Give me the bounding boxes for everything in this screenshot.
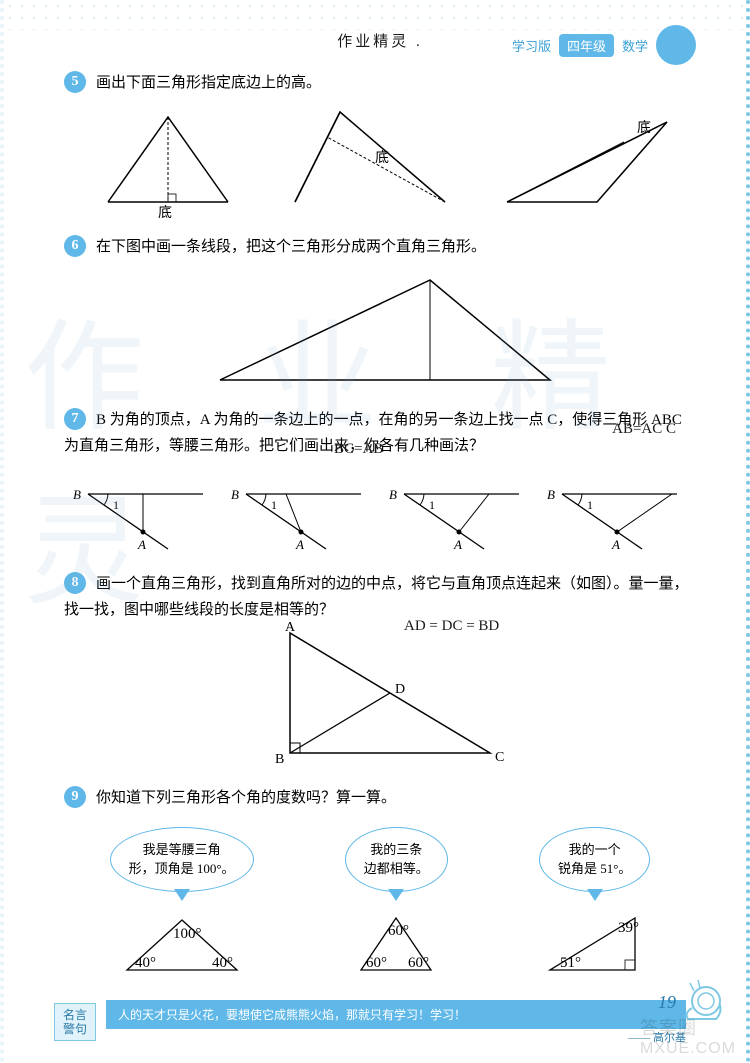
svg-text:39°: 39° [618,920,639,936]
problem-6: 6 在下图中画一条线段，把这个三角形分成两个直角三角形。 [64,235,696,391]
worksheet-page: 作 业 精 灵 作业精灵 . 学习版 四年级 数学 5 画出下面三角形指定底边上… [0,0,750,1063]
svg-text:1: 1 [271,498,277,512]
svg-text:51°: 51° [560,955,581,971]
quote-author: —— 高尔基 [106,1029,686,1045]
svg-text:1: 1 [587,498,593,512]
svg-text:A: A [295,537,304,552]
problem-9: 9 你知道下列三角形各个角的度数吗？算一算。 我是等腰三角 形，顶角是 100°… [64,786,696,985]
svg-text:C: C [495,750,504,765]
angle-7d: B 1 A [547,469,687,554]
problem-text: 你知道下列三角形各个角的度数吗？算一算。 [96,790,396,806]
right-triangle-8: A B C D [250,623,510,763]
problem-number: 8 [64,572,86,594]
quote-text: 人的天才只是火花，要想使它成熊熊火焰，那就只有学习！学习！ [106,1000,686,1029]
figure-row-9: 我是等腰三角 形，顶角是 100°。 100° 40° 40° 我的三条 边都相… [64,827,696,985]
figure-row-7: B 1 A B 1 A B 1 A [64,469,696,554]
speech-bubble: 我的三条 边都相等。 [345,827,448,892]
svg-text:B: B [547,487,555,502]
svg-text:40°: 40° [135,955,156,971]
svg-text:100°: 100° [173,926,202,942]
problem-number: 6 [64,235,86,257]
problem-number: 7 [64,408,86,430]
speech-bubble: 我是等腰三角 形，顶角是 100°。 [110,827,254,892]
footer-quote: 名言 警句 人的天才只是火花，要想使它成熊熊火焰，那就只有学习！学习！ —— 高… [54,1000,686,1045]
svg-text:A: A [137,537,146,552]
triangle-6 [200,270,560,390]
svg-text:A: A [285,620,296,635]
svg-text:1: 1 [429,498,435,512]
svg-text:底: 底 [375,150,389,166]
svg-text:底: 底 [637,120,651,136]
problem-text: 画一个直角三角形，找到直角所对的边的中点，将它与直角顶点连起来（如图）。量一量，… [64,576,689,618]
subfig-9a: 我是等腰三角 形，顶角是 100°。 100° 40° 40° [110,827,254,985]
quote-label: 名言 警句 [54,1003,96,1042]
problem-number: 9 [64,786,86,808]
figure-row-6 [64,270,696,390]
speech-bubble: 我的一个 锐角是 51°。 [539,827,650,892]
figure-row-5: 底 底 底 [64,107,696,217]
problem-number: 5 [64,71,86,93]
tag-subject: 数学 [622,36,648,55]
angle-7a: B 1 A [73,469,213,554]
angle-7c: B 1 A [389,469,529,554]
svg-text:60°: 60° [366,955,387,971]
problem-7: 7 B 为角的顶点，A 为角的一条边上的一点，在角的另一条边上找一点 C，使得三… [64,408,696,554]
svg-text:40°: 40° [212,955,233,971]
svg-text:60°: 60° [388,923,409,939]
page-number: 19 [658,992,676,1013]
problem-text: 在下图中画一条线段，把这个三角形分成两个直角三角形。 [96,239,486,255]
handwritten-note: AB=AC C [612,421,676,438]
problem-5: 5 画出下面三角形指定底边上的高。 底 底 底 [64,71,696,217]
triangle-9a: 100° 40° 40° [117,910,247,980]
handwritten-note: BC=AB [334,441,383,458]
svg-text:D: D [395,682,405,697]
svg-text:B: B [73,487,81,502]
svg-text:1: 1 [113,498,119,512]
problem-text: 画出下面三角形指定底边上的高。 [96,75,321,91]
handwritten-answer: AD = DC = BD [404,618,499,635]
triangle-5a: 底 [88,107,238,217]
svg-text:B: B [231,487,239,502]
svg-text:底: 底 [158,205,172,221]
tag-grade: 四年级 [559,34,614,57]
triangle-5b: 底 [285,107,455,217]
triangle-9c: 39° 51° [540,910,650,980]
svg-text:B: B [275,752,284,767]
subfig-9c: 我的一个 锐角是 51°。 39° 51° [539,827,650,985]
page-header: 作业精灵 . 学习版 四年级 数学 [64,30,696,51]
problem-8: 8 画一个直角三角形，找到直角所对的边的中点，将它与直角顶点连起来（如图）。量一… [64,572,696,768]
triangle-5c: 底 [502,107,672,217]
svg-text:60°: 60° [408,955,429,971]
subfig-9b: 我的三条 边都相等。 60° 60° 60° [345,827,448,985]
svg-text:B: B [389,487,397,502]
triangle-9b: 60° 60° 60° [346,910,446,980]
svg-text:A: A [611,537,620,552]
watermark-corner: 答案圈 MXUE.COM [640,1014,736,1058]
header-tags: 学习版 四年级 数学 [512,25,696,65]
mascot-icon [656,25,696,65]
svg-text:A: A [453,537,462,552]
angle-7b: B 1 A [231,469,371,554]
header-title: 作业精灵 . [337,34,423,50]
tag-study-edition: 学习版 [512,36,551,55]
